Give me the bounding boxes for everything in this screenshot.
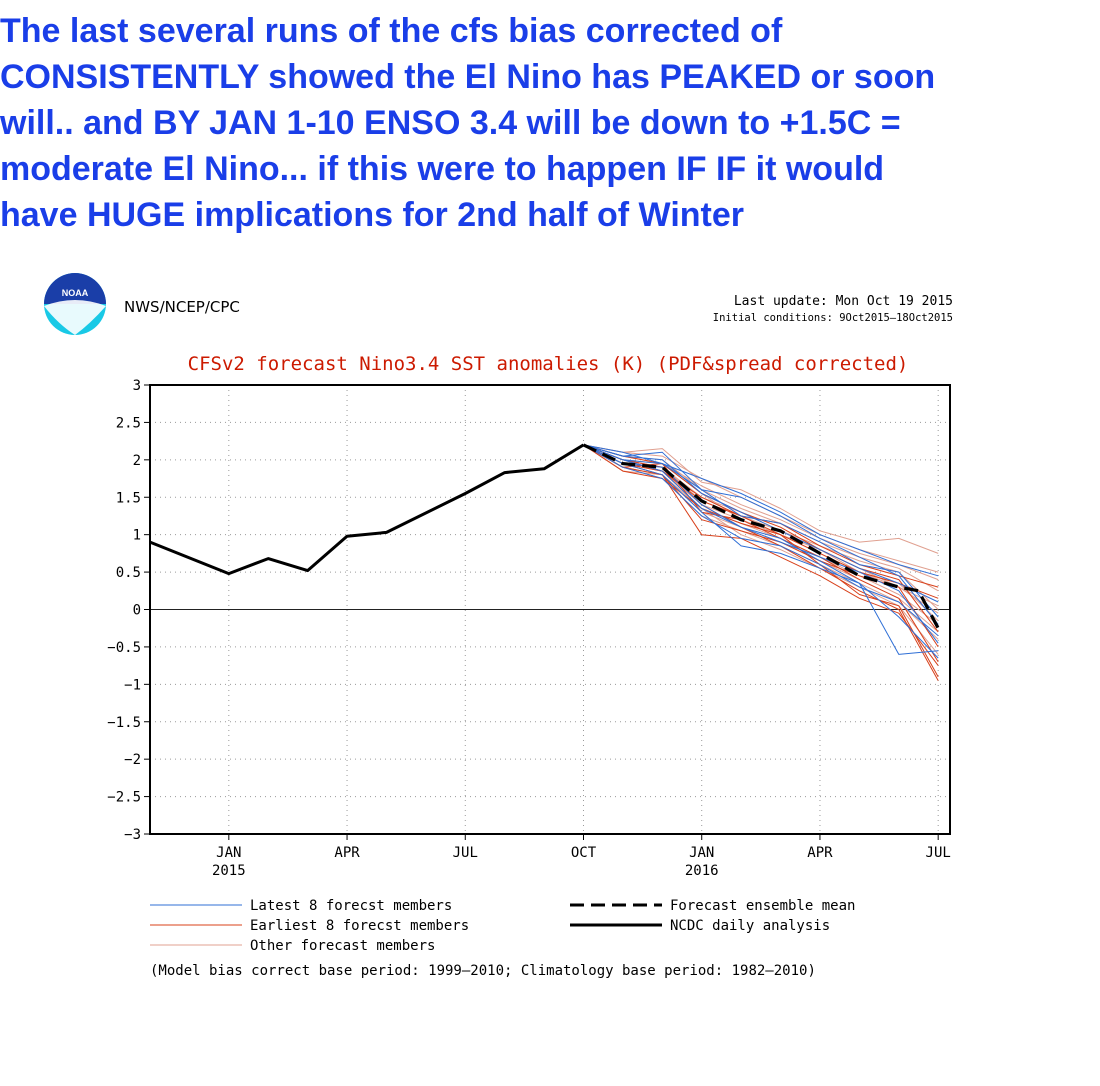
y-tick-label: 1 bbox=[133, 528, 141, 544]
ensemble-mean-line bbox=[582, 443, 940, 629]
latest-member-line bbox=[583, 444, 939, 603]
x-tick-label: OCT bbox=[571, 845, 597, 861]
legend: Latest 8 forecst members Earliest 8 fore… bbox=[150, 898, 855, 954]
noaa-logo-icon: NOAA bbox=[44, 273, 106, 335]
footnote: (Model bias correct base period: 1999–20… bbox=[150, 963, 816, 979]
headline: The last several runs of the cfs bias co… bbox=[0, 8, 1095, 238]
headline-line: will.. and BY JAN 1-10 ENSO 3.4 will be … bbox=[0, 104, 901, 142]
grid bbox=[150, 385, 950, 834]
y-tick-label: 2.5 bbox=[116, 415, 141, 431]
legend-mean-label: Forecast ensemble mean bbox=[670, 898, 855, 914]
y-tick-label: −0.5 bbox=[107, 640, 141, 656]
x-tick-label: JAN bbox=[689, 845, 714, 861]
x-axis: JAN 2015 APR JUL OCT JAN 2016 APR JUL bbox=[212, 834, 951, 879]
ncdc-analysis-line bbox=[149, 443, 585, 576]
last-update: Last update: Mon Oct 19 2015 bbox=[734, 294, 953, 309]
plot-frame bbox=[149, 384, 951, 835]
y-tick-label: −2.5 bbox=[107, 790, 141, 806]
headline-line: have HUGE implications for 2nd half of W… bbox=[0, 196, 744, 234]
earliest-members bbox=[583, 444, 939, 681]
y-axis: 3 2.5 2 1.5 1 0.5 0 −0.5 −1 −1.5 −2 −2.5 −3 bbox=[107, 378, 150, 843]
latest-member-line bbox=[583, 444, 939, 659]
other-member-line bbox=[583, 444, 939, 554]
y-tick-label: 2 bbox=[133, 453, 141, 469]
y-tick-label: −1 bbox=[124, 677, 141, 693]
x-tick-label: JUL bbox=[926, 845, 951, 861]
initial-conditions: Initial conditions: 9Oct2015–18Oct2015 bbox=[713, 312, 953, 324]
y-tick-label: 3 bbox=[133, 378, 141, 394]
latest-member-line bbox=[583, 444, 939, 618]
legend-latest-label: Latest 8 forecst members bbox=[250, 898, 452, 914]
legend-ncdc-label: NCDC daily analysis bbox=[670, 918, 830, 934]
agency-label: NWS/NCEP/CPC bbox=[124, 298, 240, 316]
y-tick-label: 0.5 bbox=[116, 565, 141, 581]
y-tick-label: 0 bbox=[133, 603, 141, 619]
x-tick-label: JUL bbox=[453, 845, 478, 861]
y-tick-label: 1.5 bbox=[116, 490, 141, 506]
headline-line: moderate El Nino... if this were to happ… bbox=[0, 150, 885, 188]
legend-earliest-label: Earliest 8 forecst members bbox=[250, 918, 469, 934]
x-tick-label: APR bbox=[334, 845, 360, 861]
earliest-member-line bbox=[583, 444, 939, 666]
latest-members bbox=[583, 444, 939, 659]
x-tick-year-label: 2016 bbox=[685, 863, 719, 879]
earliest-member-line bbox=[583, 444, 939, 648]
headline-line: The last several runs of the cfs bias co… bbox=[0, 12, 783, 50]
x-tick-label: APR bbox=[807, 845, 833, 861]
latest-member-line bbox=[583, 444, 939, 644]
y-tick-label: −1.5 bbox=[107, 715, 141, 731]
legend-other-label: Other forecast members bbox=[250, 938, 435, 954]
latest-member-line bbox=[583, 444, 939, 637]
latest-member-line bbox=[583, 444, 939, 625]
earliest-member-line bbox=[583, 444, 939, 681]
headline-line: CONSISTENTLY showed the El Nino has PEAK… bbox=[0, 58, 936, 96]
x-tick-year-label: 2015 bbox=[212, 863, 246, 879]
noaa-logo-text: NOAA bbox=[62, 288, 89, 298]
nino34-chart: NOAA NWS/NCEP/CPC Last update: Mon Oct 1… bbox=[44, 273, 953, 979]
chart-title: CFSv2 forecast Nino3.4 SST anomalies (K)… bbox=[188, 353, 909, 375]
x-tick-label: JAN bbox=[216, 845, 241, 861]
y-tick-label: −2 bbox=[124, 752, 141, 768]
earliest-member-line bbox=[583, 444, 939, 599]
y-tick-label: −3 bbox=[124, 827, 141, 843]
